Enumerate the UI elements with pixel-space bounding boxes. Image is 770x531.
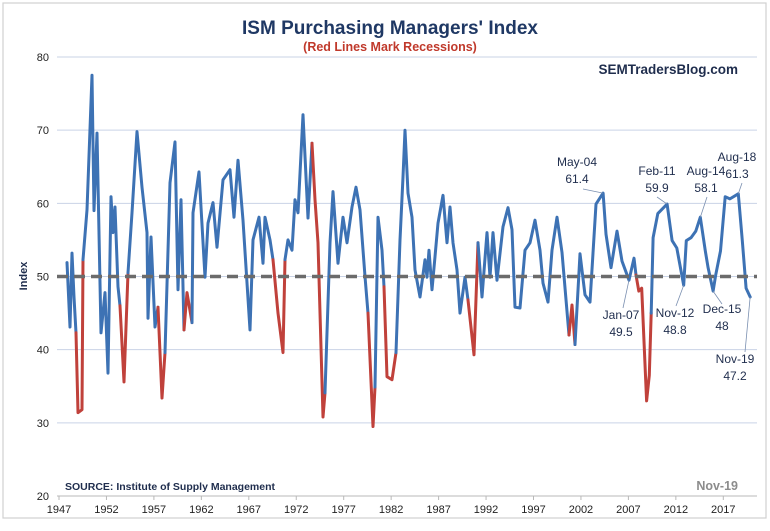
annotation-value: 61.3 xyxy=(725,167,749,181)
y-tick-label: 50 xyxy=(37,272,49,284)
pmi-line-segment xyxy=(163,140,186,355)
annotation-date: Nov-12 xyxy=(656,306,695,320)
annotation-may-04: May-04 61.4 xyxy=(557,155,604,194)
annotation-leader-line xyxy=(744,296,751,353)
x-tick-label: 1957 xyxy=(142,504,166,516)
x-tick-label: 1962 xyxy=(189,504,213,516)
y-axis-label: Index xyxy=(18,261,30,291)
x-tick-label: 1967 xyxy=(237,504,261,516)
pmi-line-segment xyxy=(283,113,314,262)
y-tick-label: 80 xyxy=(37,52,49,64)
annotation-leader-line xyxy=(737,182,743,194)
x-tick-label: 1972 xyxy=(284,504,308,516)
annotation-value: 58.1 xyxy=(694,181,718,195)
annotation-leader-line xyxy=(656,196,668,205)
annotation-value: 49.5 xyxy=(609,325,633,339)
recession-segment xyxy=(634,273,653,403)
recession-segment xyxy=(271,258,287,355)
pmi-line-segment xyxy=(394,128,470,355)
x-tick-label: 2012 xyxy=(664,504,688,516)
annotation-date: Aug-14 xyxy=(687,164,726,178)
annotation-value: 48 xyxy=(715,319,729,333)
recession-segment xyxy=(567,303,577,346)
annotation-leader-line xyxy=(699,196,708,218)
x-tick-label: 1987 xyxy=(426,504,450,516)
annotation-date: May-04 xyxy=(557,155,597,169)
recession-segment xyxy=(366,311,377,428)
y-tick-label: 20 xyxy=(37,491,49,503)
y-tick-label: 40 xyxy=(37,345,49,357)
chart-subtitle: (Red Lines Mark Recessions) xyxy=(303,40,477,54)
recession-segment xyxy=(382,285,398,382)
source-note: SOURCE: Institute of Supply Management xyxy=(65,481,276,493)
date-stamp: Nov-19 xyxy=(696,479,738,493)
annotation-leader-line xyxy=(675,285,685,307)
annotation-leader-line xyxy=(582,188,604,194)
annotation-date: Dec-15 xyxy=(703,302,742,316)
recession-segment xyxy=(74,258,85,415)
chart-title: ISM Purchasing Managers' Index xyxy=(242,18,538,39)
annotation-leader-line xyxy=(712,290,723,305)
recession-segment xyxy=(156,305,167,400)
x-tick-label: 2002 xyxy=(569,504,593,516)
x-tick-label: 1947 xyxy=(47,504,71,516)
annotation-date: Nov-19 xyxy=(716,352,755,366)
y-tick-label: 70 xyxy=(37,125,49,137)
annotation-dec-15: Dec-15 48 xyxy=(703,290,742,333)
annotation-nov-19: Nov-19 47.2 xyxy=(716,296,755,383)
y-tick-label: 60 xyxy=(37,198,49,210)
pmi-line-segment xyxy=(373,215,386,389)
pmi-line-segment xyxy=(476,206,571,337)
x-tick-label: 2007 xyxy=(616,504,640,516)
pmi-line-segment xyxy=(65,251,78,335)
x-tick-label: 1952 xyxy=(94,504,118,516)
annotation-value: 48.8 xyxy=(663,323,687,337)
pmi-line-segment xyxy=(126,130,160,329)
x-tick-label: 2017 xyxy=(711,504,735,516)
annotation-value: 59.9 xyxy=(645,181,669,195)
annotation-aug-18: Aug-18 61.3 xyxy=(718,150,757,194)
x-tick-label: 1992 xyxy=(474,504,498,516)
y-tick-label: 30 xyxy=(37,418,49,430)
watermark-text: SEMTradersBlog.com xyxy=(598,62,738,77)
annotation-jan-07: Jan-07 49.5 xyxy=(603,280,640,339)
annotation-value: 61.4 xyxy=(565,172,589,186)
annotation-date: Jan-07 xyxy=(603,308,640,322)
x-tick-label: 1997 xyxy=(521,504,545,516)
annotation-date: Feb-11 xyxy=(638,164,675,178)
x-tick-label: 1977 xyxy=(331,504,355,516)
pmi-line-segment xyxy=(323,185,370,395)
recession-segment xyxy=(310,141,327,419)
annotation-value: 47.2 xyxy=(723,369,747,383)
recession-segment xyxy=(466,241,480,357)
annotation-leader-line xyxy=(622,280,630,309)
pmi-line-segment xyxy=(190,158,275,332)
recession-segment xyxy=(118,271,130,384)
annotation-date: Aug-18 xyxy=(718,150,757,164)
recession-segment xyxy=(182,291,194,332)
pmi-line-segment xyxy=(649,192,752,315)
annotation-nov-12: Nov-12 48.8 xyxy=(656,285,695,337)
pmi-line-segment xyxy=(81,73,122,375)
annotation-aug-14: Aug-14 58.1 xyxy=(687,164,726,218)
annotation-feb-11: Feb-11 59.9 xyxy=(638,164,676,205)
x-tick-label: 1982 xyxy=(379,504,403,516)
